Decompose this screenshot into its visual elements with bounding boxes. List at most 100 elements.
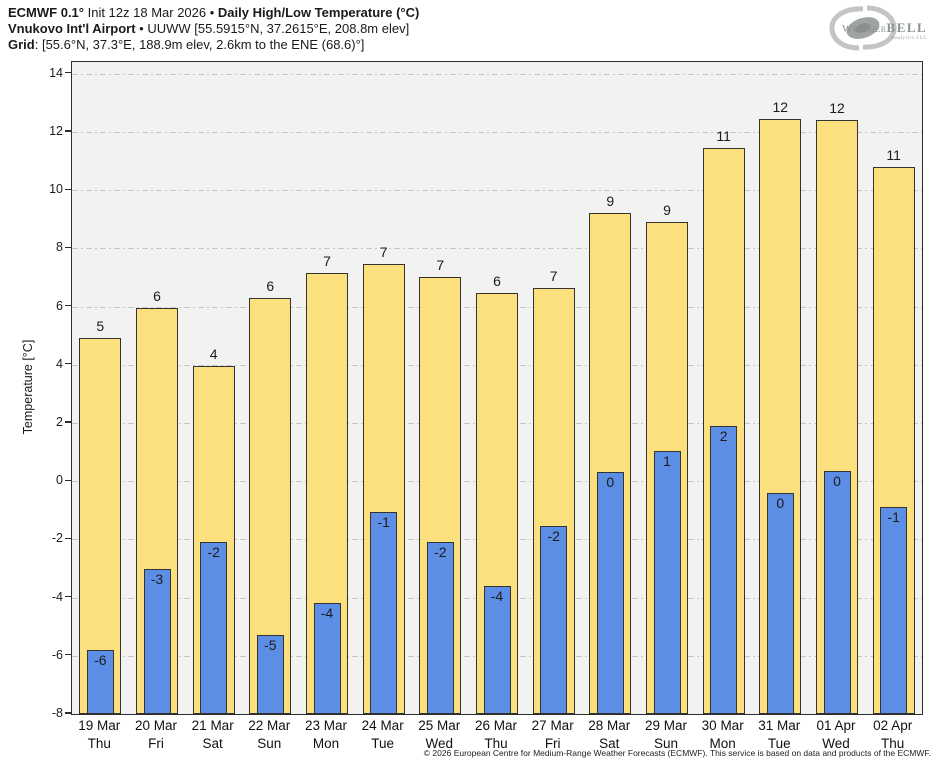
y-tick-label: 8 xyxy=(56,240,63,255)
y-tick-mark xyxy=(65,596,71,598)
weatherbell-logo: WeatherBELL Analytics LLC xyxy=(826,5,930,51)
low-temp-bar xyxy=(200,542,228,714)
x-weekday-label: Wed xyxy=(425,735,454,751)
low-temp-bar xyxy=(653,450,681,714)
low-temp-label: -4 xyxy=(490,587,504,604)
y-tick-label: 0 xyxy=(56,473,63,488)
high-temp-label: 4 xyxy=(209,345,218,362)
swirl-icon xyxy=(829,5,897,51)
gridline xyxy=(72,248,922,250)
y-tick-mark xyxy=(65,712,71,714)
low-temp-bar xyxy=(256,635,284,714)
low-temp-label: -3 xyxy=(150,570,164,587)
x-axis-label: 25 Mar Wed xyxy=(418,717,460,752)
x-date-label: 31 Mar xyxy=(758,718,801,733)
y-tick-mark xyxy=(65,304,71,307)
x-axis-label: 23 Mar Mon xyxy=(305,717,347,752)
high-temp-label: 6 xyxy=(266,277,275,294)
x-weekday-label: Thu xyxy=(881,735,905,751)
grid-coords: : [55.6°N, 37.3°E, 188.9m elev, 2.6km to… xyxy=(34,37,365,52)
x-date-label: 25 Mar xyxy=(418,718,461,733)
low-temp-bar xyxy=(540,526,568,714)
x-date-label: 21 Mar xyxy=(191,718,234,733)
x-date-label: 24 Mar xyxy=(361,718,404,733)
logo-weather: Weather xyxy=(842,23,887,35)
y-tick-label: 14 xyxy=(49,65,63,80)
low-temp-bar xyxy=(143,568,171,714)
grid-line: Grid: [55.6°N, 37.3°E, 188.9m elev, 2.6k… xyxy=(8,37,419,53)
x-axis-label: 01 Apr Wed xyxy=(816,717,855,752)
x-axis-label: 28 Mar Sat xyxy=(588,717,630,752)
x-axis-label: 29 Mar Sun xyxy=(645,717,687,752)
low-temp-label: -2 xyxy=(547,528,560,545)
x-axis-label: 31 Mar Tue xyxy=(758,717,800,752)
gridline xyxy=(72,73,922,75)
low-temp-bar xyxy=(426,542,454,714)
x-axis-label: 27 Mar Fri xyxy=(532,717,574,752)
x-date-label: 22 Mar xyxy=(248,718,291,733)
x-axis-label: 22 Mar Sun xyxy=(248,717,290,752)
low-temp-label: 0 xyxy=(606,474,615,491)
x-date-label: 26 Mar xyxy=(474,718,518,733)
chart-header: ECMWF 0.1° Init 12z 18 Mar 2026 • Daily … xyxy=(8,5,419,53)
plot-area: 5 -6 6 -3 4 -2 6 -5 7 -4 7 -1 7 -2 6 -4 7 -2 9 0 9 1 11 2 12 0 12 0… xyxy=(71,61,923,715)
gridline xyxy=(72,131,922,133)
x-weekday-label: Fri xyxy=(544,735,561,751)
x-axis-label: 26 Mar Thu xyxy=(475,717,517,752)
high-temp-label: 7 xyxy=(323,253,331,269)
high-temp-label: 9 xyxy=(606,193,615,210)
high-temp-label: 6 xyxy=(153,288,161,304)
x-axis-label: 21 Mar Sat xyxy=(192,717,234,752)
high-temp-label: 7 xyxy=(549,267,558,284)
x-axis-label: 19 Mar Thu xyxy=(78,717,120,752)
low-temp-label: -1 xyxy=(887,509,900,526)
station-line: Vnukovo Int'l Airport • UUWW [55.5915°N,… xyxy=(8,21,419,37)
y-tick-label: 10 xyxy=(49,182,63,197)
y-tick-mark xyxy=(65,479,71,481)
x-weekday-label: Sat xyxy=(202,735,223,751)
logo-text: WeatherBELL Analytics LLC xyxy=(842,19,927,41)
y-tick-mark xyxy=(65,188,71,190)
high-temp-label: 12 xyxy=(829,100,845,117)
x-weekday-label: Fri xyxy=(148,735,164,751)
y-tick-mark xyxy=(65,72,71,74)
title-line: ECMWF 0.1° Init 12z 18 Mar 2026 • Daily … xyxy=(8,5,419,21)
logo-bell: BELL xyxy=(886,20,928,35)
x-weekday-label: Wed xyxy=(822,735,850,751)
low-temp-label: 0 xyxy=(776,494,785,511)
low-temp-bar xyxy=(483,585,511,714)
x-weekday-label: Mon xyxy=(709,735,736,751)
y-tick-label: 4 xyxy=(56,356,63,371)
copyright-notice: © 2026 European Centre for Medium-Range … xyxy=(423,748,931,758)
low-temp-bar xyxy=(710,425,738,714)
x-weekday-label: Thu xyxy=(87,735,111,751)
low-temp-bar xyxy=(370,511,398,714)
high-temp-label: 7 xyxy=(436,257,445,274)
x-date-label: 29 Mar xyxy=(644,718,688,733)
high-temp-label: 9 xyxy=(663,202,671,219)
high-temp-label: 11 xyxy=(886,146,901,163)
low-temp-label: 0 xyxy=(833,473,841,489)
gridline xyxy=(72,190,922,192)
low-temp-label: -4 xyxy=(320,605,334,622)
low-temp-bar xyxy=(86,650,114,714)
low-temp-label: 1 xyxy=(663,452,671,469)
y-tick-mark xyxy=(65,363,71,365)
x-date-label: 01 Apr xyxy=(816,718,856,733)
low-temp-bar xyxy=(313,603,341,714)
high-temp-bar xyxy=(249,297,292,714)
x-date-label: 19 Mar xyxy=(78,718,121,733)
y-tick-label: 2 xyxy=(56,414,63,429)
y-tick-mark xyxy=(65,246,71,248)
high-temp-bar xyxy=(589,213,632,714)
x-axis-label: 24 Mar Tue xyxy=(362,717,404,752)
high-temp-label: 5 xyxy=(96,317,105,334)
y-tick-mark xyxy=(65,654,71,656)
x-weekday-label: Sat xyxy=(599,735,620,751)
high-temp-label: 11 xyxy=(716,127,731,144)
x-date-label: 02 Apr xyxy=(873,718,913,733)
y-tick-label: 12 xyxy=(49,123,63,138)
low-temp-bar xyxy=(880,507,908,714)
x-weekday-label: Thu xyxy=(484,735,508,751)
